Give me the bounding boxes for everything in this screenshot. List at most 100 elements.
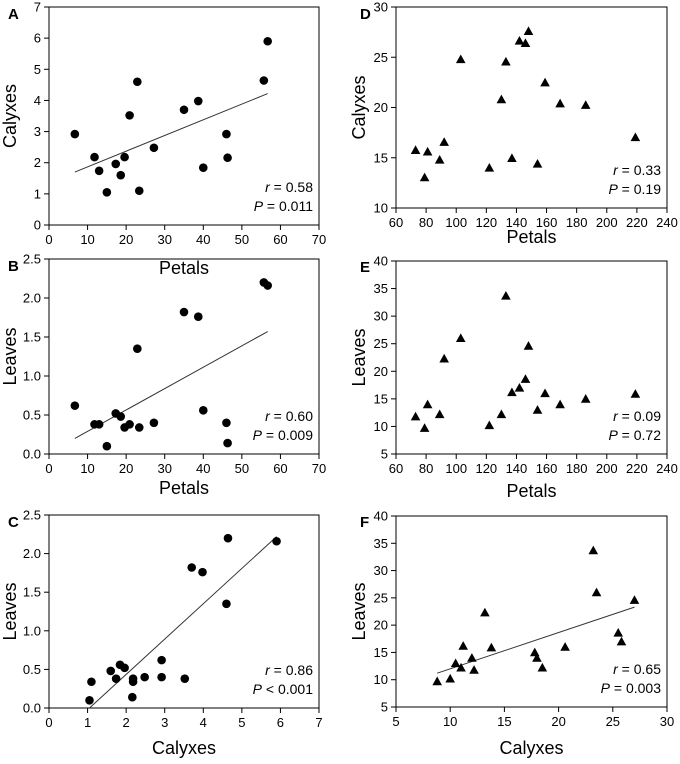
data-point-c [140,672,149,682]
data-point-b [116,412,126,421]
data-point-a [193,96,203,106]
data-point-d [507,153,517,162]
x-tick-label-b: 50 [235,461,249,476]
x-tick-label-a: 70 [312,232,326,247]
x-tick-label-a: 50 [235,232,249,247]
y-tick-label-c: 1.0 [23,623,41,638]
plot-area-c [48,514,320,709]
data-point-a [263,36,273,46]
data-point-e [484,420,495,430]
panel-f: 5 10 15 20 25 30 5 10 15 20 25 30 35 40 Calyxes Leaves F… [349,509,674,759]
x-tick-label-f: 30 [660,714,674,729]
stat-p-b: P = 0.009 [253,427,314,443]
y-axis-title-c: Leaves [0,582,20,640]
data-point-e [419,423,430,432]
y-tick-label-f: 40 [374,509,388,524]
data-point-d [439,137,449,146]
data-point-c [111,674,121,683]
y-axis-title-d: Calyxes [349,75,369,139]
y-tick-label-f: 15 [374,645,388,660]
y-tick-label-b: 2.5 [23,252,41,267]
data-point-f [458,641,469,650]
stat-r-value-e: = 0.09 [618,408,661,424]
stat-p-a: P = 0.011 [254,198,314,214]
panel-letter-c: C [8,514,19,531]
data-point-d [501,56,511,66]
data-point-e [630,389,641,398]
y-tick-label-a: 6 [34,31,41,46]
stat-r-f: r = 0.65 [613,661,661,677]
y-tick-label-f: 10 [374,672,388,687]
x-tick-label-d: 240 [656,215,678,230]
plot-area-b [48,258,320,455]
data-point-b [94,420,104,429]
stat-p-value-e: = 0.72 [618,427,661,443]
y-tick-label-f: 5 [381,700,388,715]
data-point-e [434,409,445,419]
y-tick-label-e: 15 [374,391,388,406]
y-tick-label-c: 2.0 [23,546,41,561]
data-point-c [87,677,96,687]
y-tick-label-e: 30 [374,309,388,324]
x-tick-label-e: 120 [475,461,497,476]
plot-area-a [48,6,320,226]
trendline-f [437,606,635,674]
data-point-f [445,673,455,683]
data-point-d [523,26,534,35]
stat-r-e: r = 0.09 [613,408,661,424]
stat-p-e: P = 0.72 [608,427,661,443]
data-point-f [486,642,497,652]
data-point-d [419,172,430,182]
stat-p-label-d: P [608,181,618,197]
data-point-c [106,666,116,676]
x-tick-label-c: 1 [84,715,91,730]
x-tick-label-b: 30 [157,461,171,476]
data-point-d [484,163,495,172]
x-axis-title-d: Petals [506,227,556,247]
data-point-e [523,341,534,350]
data-point-b [133,344,142,354]
data-point-d [514,35,525,45]
y-tick-label-a: 1 [34,186,41,201]
data-point-e [580,394,591,403]
data-point-e [540,388,550,398]
panel-letter-f: F [360,514,369,531]
data-point-c [128,692,137,702]
data-point-b [125,420,134,429]
x-tick-label-e: 240 [656,461,678,476]
trendline-b [74,331,268,439]
data-point-d [422,146,433,156]
data-point-a [259,76,269,85]
x-axis-title-f: Calyxes [499,738,563,758]
data-point-d [410,145,421,154]
data-point-c [120,663,129,673]
x-tick-label-c: 4 [200,715,207,730]
data-point-a [149,143,159,153]
data-point-d [540,77,550,87]
y-tick-label-e: 5 [381,447,388,462]
y-axis-title-a: Calyxes [0,84,20,148]
stat-p-label-a: P [254,198,264,214]
y-tick-label-f: 30 [374,563,388,578]
y-tick-label-c: 1.5 [23,585,41,600]
y-tick-label-b: 0.5 [23,408,41,423]
y-tick-label-e: 40 [374,254,388,269]
data-point-c [223,533,233,543]
y-tick-label-a: 5 [34,62,41,77]
data-point-c [187,563,197,572]
plot-area-f [395,515,668,708]
y-tick-label-e: 10 [374,419,388,434]
data-point-b [223,438,232,448]
stat-r-c: r = 0.86 [265,662,313,678]
x-tick-label-b: 0 [45,461,52,476]
data-point-f [588,545,599,555]
data-point-d [555,98,565,108]
data-point-f [629,595,640,604]
y-tick-label-a: 0 [34,218,41,233]
x-tick-label-f: 25 [606,714,620,729]
trendline-a [74,93,268,173]
x-tick-label-a: 30 [157,232,171,247]
data-point-f [591,587,602,597]
data-point-b [222,418,231,428]
x-tick-label-e: 220 [626,461,648,476]
